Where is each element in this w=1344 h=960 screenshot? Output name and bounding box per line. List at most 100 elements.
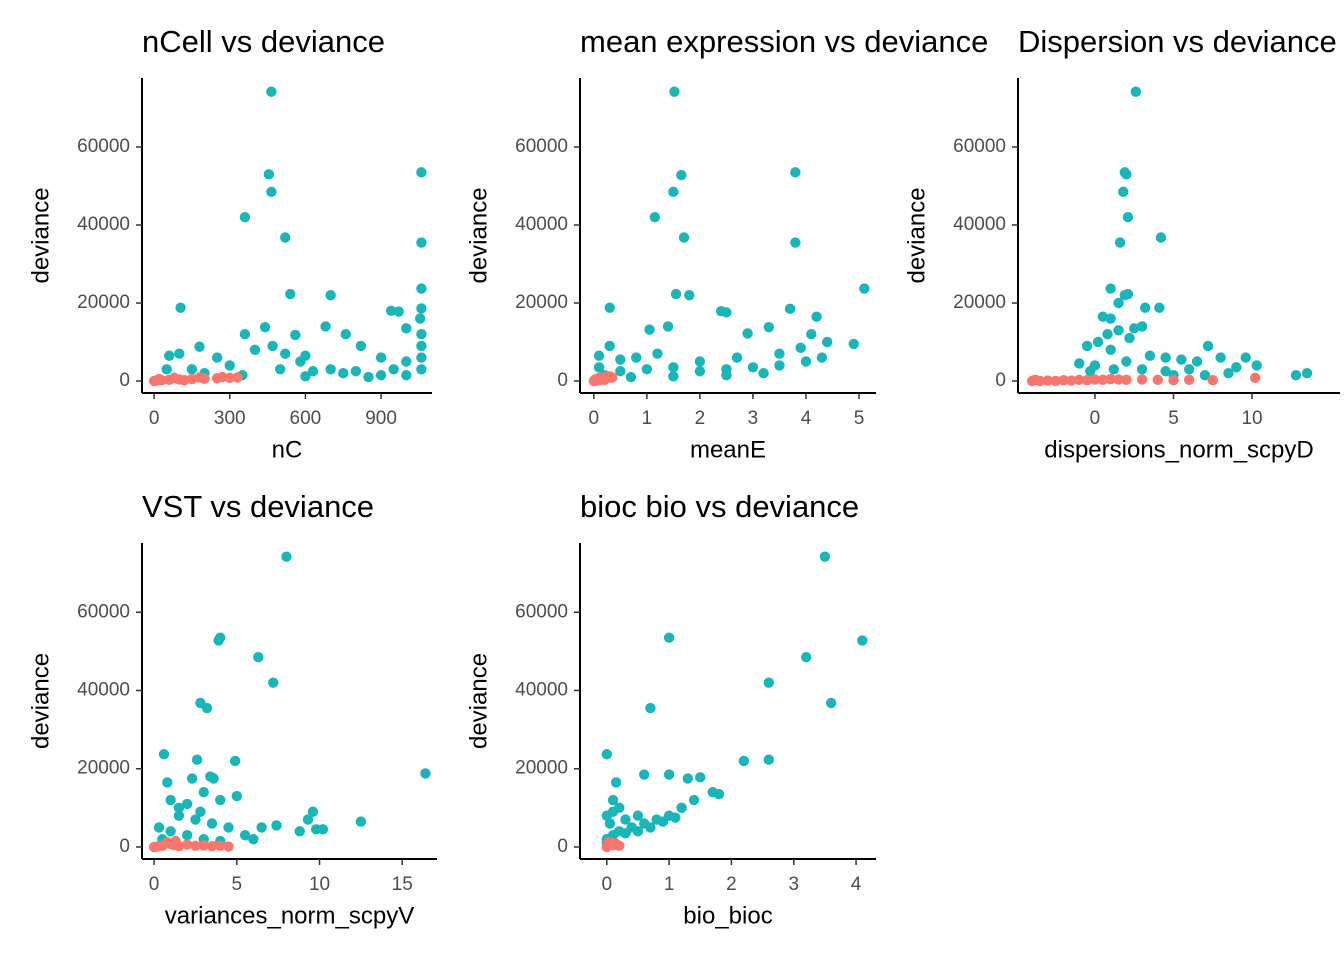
x-axis-label: dispersions_norm_scpyD xyxy=(1044,436,1313,463)
scatter-point xyxy=(1081,340,1093,352)
scatter-point xyxy=(632,810,644,821)
scatter-point xyxy=(1160,352,1171,363)
scatter-point xyxy=(652,348,663,359)
y-tick-label: 20000 xyxy=(77,758,130,779)
panel: mean expression vs deviance meanE deviance… xyxy=(465,24,988,463)
x-axis-label: variances_norm_scpyV xyxy=(165,902,414,929)
y-tick-label: 60000 xyxy=(77,601,130,622)
scatter-point xyxy=(388,364,399,375)
scatter-point xyxy=(763,321,775,333)
scatter-point xyxy=(676,802,687,814)
scatter-point xyxy=(763,754,775,765)
scatter-point xyxy=(1140,302,1151,313)
scatter-point xyxy=(859,283,870,294)
scatter-point xyxy=(1215,352,1226,363)
scatter-point xyxy=(229,755,241,767)
scatter-point xyxy=(1030,374,1041,386)
scatter-point xyxy=(416,237,427,248)
scatter-point xyxy=(340,329,351,340)
scatter-point xyxy=(317,824,329,835)
scatter-point xyxy=(593,350,605,361)
scatter-point xyxy=(325,364,336,375)
panel-title: bioc bio vs deviance xyxy=(580,489,859,524)
scatter-point xyxy=(649,212,660,223)
scatter-point xyxy=(1136,321,1148,332)
scatter-point xyxy=(1251,360,1262,371)
scatter-point xyxy=(191,754,203,765)
scatter-point xyxy=(1207,375,1218,386)
scatter-point xyxy=(158,749,170,760)
scatter-point xyxy=(1231,362,1242,373)
x-tick-label: 600 xyxy=(290,408,322,429)
scatter-point xyxy=(593,362,605,373)
scatter-point xyxy=(1184,364,1195,375)
scatter-point xyxy=(694,366,706,377)
scatter-point xyxy=(231,790,243,802)
scatter-point xyxy=(1042,375,1054,386)
scatter-point xyxy=(1114,237,1126,248)
x-tick-label: 15 xyxy=(392,874,413,895)
y-tick-label: 0 xyxy=(557,836,568,857)
x-tick-label: 0 xyxy=(589,408,600,429)
panel-title: VST vs deviance xyxy=(142,489,374,524)
x-tick-label: 5 xyxy=(1168,408,1179,429)
scatter-point xyxy=(201,702,213,714)
scatter-point xyxy=(676,169,687,181)
scatter-point xyxy=(684,290,695,301)
scatter-point xyxy=(1097,311,1109,322)
scatter-point xyxy=(385,305,397,317)
scatter-point xyxy=(1121,374,1132,386)
x-tick-label: 300 xyxy=(214,408,246,429)
scatter-point xyxy=(375,369,387,381)
scatter-point xyxy=(211,352,223,363)
scatter-point xyxy=(274,364,286,375)
scatter-point xyxy=(350,366,362,377)
x-tick-label: 3 xyxy=(788,874,799,895)
scatter-point xyxy=(1105,283,1116,294)
panel-title: Dispersion vs deviance xyxy=(1018,24,1337,59)
scatter-point xyxy=(604,302,615,313)
y-tick-label: 20000 xyxy=(515,758,568,779)
scatter-point xyxy=(206,840,218,852)
scatter-point xyxy=(248,833,259,845)
scatter-point xyxy=(1105,373,1116,385)
scatter-point xyxy=(181,839,193,850)
scatter-point xyxy=(645,702,656,714)
scatter-point xyxy=(1129,323,1140,334)
scatter-point xyxy=(375,352,387,363)
scatter-point xyxy=(302,814,314,825)
scatter-point xyxy=(1249,372,1261,384)
panel: Dispersion vs deviance dispersions_norm_s… xyxy=(903,24,1340,463)
scatter-point xyxy=(1136,364,1148,375)
scatter-point xyxy=(194,372,205,383)
scatter-point xyxy=(281,551,292,562)
y-axis-label: deviance xyxy=(465,653,492,749)
scatter-point xyxy=(165,826,176,837)
scatter-point xyxy=(320,321,331,332)
scatter-point xyxy=(1050,375,1061,387)
scatter-point xyxy=(186,773,198,784)
scatter-point xyxy=(1155,232,1167,243)
scatter-point xyxy=(1202,340,1214,352)
scatter-point xyxy=(819,551,831,562)
scatter-point xyxy=(416,303,427,314)
y-tick-label: 60000 xyxy=(77,136,130,157)
scatter-point xyxy=(806,329,817,340)
scatter-point xyxy=(175,302,186,313)
scatter-point xyxy=(811,311,822,322)
scatter-point xyxy=(232,372,243,383)
scatter-point xyxy=(688,794,700,806)
scatter-point xyxy=(1102,329,1113,340)
scatter-point xyxy=(213,635,224,646)
scatter-point xyxy=(416,283,427,294)
scatter-point xyxy=(416,340,427,352)
scatter-point xyxy=(1074,374,1085,386)
scatter-point xyxy=(1154,302,1165,313)
scatter-point xyxy=(644,324,655,335)
scatter-point xyxy=(1074,358,1085,369)
scatter-point xyxy=(632,826,644,837)
scatter-point xyxy=(641,364,653,375)
scatter-point xyxy=(170,835,181,847)
scatter-point xyxy=(1124,332,1135,344)
scatter-point xyxy=(670,812,681,823)
